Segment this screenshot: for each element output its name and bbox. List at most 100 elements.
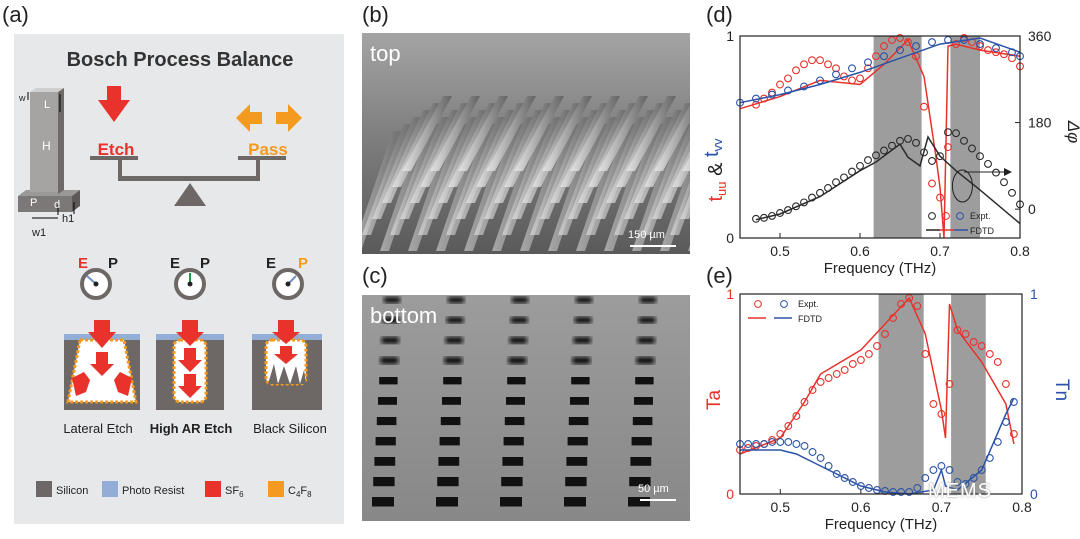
- expt-point-Ta: [889, 314, 898, 322]
- sem-fin: [626, 96, 676, 171]
- expt-point-Ta: [808, 386, 817, 394]
- shaded-band: [873, 36, 922, 238]
- legend-swatch-sf6: [205, 481, 221, 497]
- x-tick-label: 0.6: [850, 243, 870, 259]
- y-left-tick-label: 0: [726, 230, 734, 246]
- y-left-tick-label: 1: [726, 286, 734, 302]
- profile-lateral-etch: [64, 320, 140, 410]
- expt-point-t_vv: [864, 58, 872, 67]
- sem-image-top: top 150 µm: [362, 33, 690, 254]
- gauge-lateral: [80, 268, 112, 300]
- expt-point-phase: [1008, 188, 1016, 197]
- expt-point-Tn: [832, 470, 841, 478]
- expt-point-phase: [968, 144, 976, 153]
- expt-point-Ta: [969, 338, 978, 346]
- sem-fin: [660, 163, 690, 251]
- legend-c4f8-c: C: [288, 485, 296, 497]
- expt-point-Ta: [784, 422, 793, 430]
- sem-hole: [576, 297, 592, 303]
- expt-point-Ta: [800, 398, 809, 406]
- y-right-tick-label: 180: [1028, 115, 1052, 131]
- expt-point-phase: [976, 152, 984, 161]
- expt-point-t_uu: [984, 46, 992, 55]
- legend-silicon: Silicon: [56, 485, 88, 497]
- expt-point-t_vv: [848, 64, 856, 73]
- legend-expt-marker: [942, 212, 950, 220]
- sem-hole: [442, 397, 461, 405]
- expt-point-Tn: [969, 474, 978, 482]
- y-right-tick-label: 0: [1028, 201, 1036, 217]
- etch-arrow-icon: [98, 100, 130, 122]
- expt-point-Ta: [961, 330, 970, 338]
- x-tick-label: 0.8: [1010, 243, 1030, 259]
- expt-point-phase: [952, 129, 960, 138]
- expt-point-Tn: [953, 478, 962, 486]
- dim-h1: h1: [62, 213, 74, 225]
- expt-point-Tn: [752, 440, 761, 448]
- panel-c-label: (c): [362, 263, 388, 288]
- bosch-title: Bosch Process Balance: [67, 49, 294, 71]
- legend-swatch-resist: [102, 481, 118, 497]
- expt-point-t_vv: [752, 94, 760, 103]
- expt-point-Tn: [889, 488, 898, 496]
- dim-P: P: [30, 197, 37, 209]
- profile-high-ar-etch: [156, 320, 224, 410]
- expt-point-t_uu: [936, 193, 944, 202]
- sem-hole: [574, 317, 592, 324]
- annotation-ellipse: [951, 169, 973, 203]
- sem-top-tag: top: [370, 41, 401, 66]
- sem-hole: [564, 497, 586, 507]
- gauge-black-e: E: [266, 255, 276, 272]
- expt-point-Ta: [881, 330, 889, 338]
- sem-fin: [644, 103, 690, 187]
- chart-e: 0.5 0.6 0.7 0.8 Frequency (THz) 0 1 0 1 Ta Tn Expt.…: [704, 286, 1072, 533]
- expt-point-t_uu: [848, 76, 856, 85]
- sem-hole: [567, 437, 588, 446]
- sem-hole: [632, 417, 653, 426]
- gauge-black-p: P: [298, 255, 308, 272]
- panel-a-label: (a): [2, 2, 29, 27]
- expt-point-Tn: [977, 466, 986, 474]
- pass-arrow-right-icon: [288, 104, 302, 132]
- expt-point-Tn: [816, 454, 825, 462]
- svg-text:C4F8: C4F8: [288, 485, 312, 499]
- expt-point-t_uu: [816, 56, 824, 65]
- gauge-lateral-e: E: [78, 255, 88, 272]
- sem-fin: [672, 150, 690, 187]
- expt-point-Ta: [864, 350, 873, 358]
- expt-point-t_vv: [880, 52, 888, 61]
- expt-point-Tn: [985, 454, 994, 462]
- expt-point-phase: [888, 141, 896, 150]
- panel-b-label: (b): [362, 2, 389, 27]
- x-tick-label: 0.6: [851, 499, 871, 515]
- expt-point-phase: [920, 148, 928, 157]
- sem-bottom-scalebar: [640, 499, 676, 501]
- sem-hole: [503, 437, 524, 446]
- expt-point-phase: [992, 168, 1000, 177]
- sem-hole: [500, 497, 522, 507]
- expt-point-t_uu: [1008, 54, 1016, 63]
- case-black-label: Black Silicon: [253, 421, 327, 436]
- sem-top-svg: [362, 33, 690, 254]
- sem-hole: [636, 357, 655, 364]
- x-tick-label: 0.7: [930, 243, 950, 259]
- expt-point-phase: [800, 198, 808, 207]
- svg-text:SF6: SF6: [225, 485, 244, 499]
- balance-scale: [90, 86, 302, 206]
- expt-point-phase: [824, 184, 832, 192]
- expt-point-Ta: [744, 444, 753, 452]
- panel-d-label: (d): [706, 2, 733, 27]
- expt-point-Tn: [937, 462, 946, 470]
- legend-expt-marker: [754, 300, 762, 308]
- expt-point-Tn: [921, 474, 930, 482]
- expt-point-Ta: [856, 356, 865, 364]
- expt-point-phase: [864, 156, 872, 165]
- sem-hole: [443, 377, 462, 385]
- gauge-black-silicon: [272, 268, 304, 300]
- sem-hole: [568, 417, 589, 426]
- fulcrum-icon: [174, 183, 206, 206]
- expt-point-Tn: [929, 466, 938, 474]
- pillar-drawing: [18, 88, 80, 219]
- expt-point-t_uu: [904, 38, 912, 47]
- sem-bottom-tag: bottom: [370, 303, 438, 328]
